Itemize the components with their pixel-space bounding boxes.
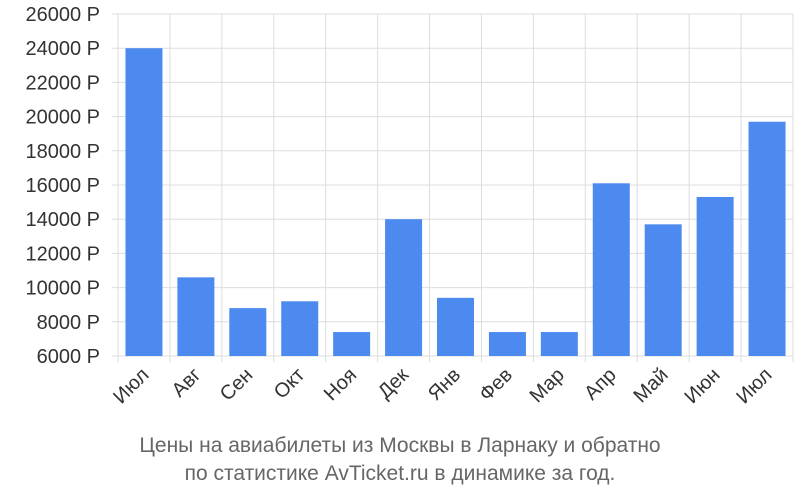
x-tick-label: Сен (216, 364, 257, 405)
y-tick-label: 14000 Р (25, 209, 100, 231)
bar (540, 332, 578, 356)
bar-chart: 6000 Р 8000 Р 10000 Р 12000 Р 14000 Р 16000 Р… (25, 4, 794, 408)
grid (112, 13, 794, 362)
x-tick-label: Апр (580, 364, 621, 405)
y-axis-ticks: 6000 Р 8000 Р 10000 Р 12000 Р 14000 Р 16000 Р… (25, 4, 100, 368)
y-tick-label: 12000 Р (25, 243, 100, 265)
x-tick-label: Июл (109, 364, 153, 408)
x-tick-label: Июн (681, 364, 725, 408)
bar (333, 332, 371, 356)
x-tick-label: Ноя (320, 364, 361, 405)
y-tick-label: 26000 Р (25, 4, 100, 26)
x-tick-label: Окт (270, 364, 309, 403)
x-tick-label: Июл (732, 364, 776, 408)
bar (177, 277, 215, 356)
bar (592, 183, 630, 356)
bar (644, 224, 682, 356)
bar (229, 308, 267, 356)
bar (385, 219, 423, 356)
x-tick-label: Мар (526, 364, 569, 407)
x-tick-label: Фев (475, 364, 517, 406)
bar (696, 196, 734, 356)
x-axis-ticks: Июл Авг Сен Окт Ноя Дек Янв Фев Мар Апр Май Июн Июл (109, 364, 776, 408)
bar (281, 301, 319, 356)
chart-caption-line-1: Цены на авиабилеты из Москвы в Ларнаку и… (139, 434, 661, 457)
y-tick-label: 24000 Р (25, 38, 100, 60)
bars (125, 48, 786, 356)
y-tick-label: 20000 Р (25, 107, 100, 129)
y-tick-label: 8000 Р (37, 312, 100, 334)
y-tick-label: 22000 Р (25, 72, 100, 94)
chart-caption-line-2: по статистике AvTicket.ru в динамике за … (184, 462, 616, 485)
x-tick-label: Дек (374, 364, 413, 403)
y-tick-label: 6000 Р (37, 346, 100, 368)
x-tick-label: Май (629, 364, 672, 407)
x-tick-label: Янв (424, 364, 465, 405)
bar (437, 297, 474, 356)
y-tick-label: 10000 Р (25, 278, 100, 300)
bar (748, 121, 786, 356)
y-tick-label: 18000 Р (25, 141, 100, 163)
y-tick-label: 16000 Р (25, 175, 100, 197)
x-tick-label: Авг (168, 364, 206, 402)
bar (125, 48, 163, 356)
bar (488, 332, 526, 356)
